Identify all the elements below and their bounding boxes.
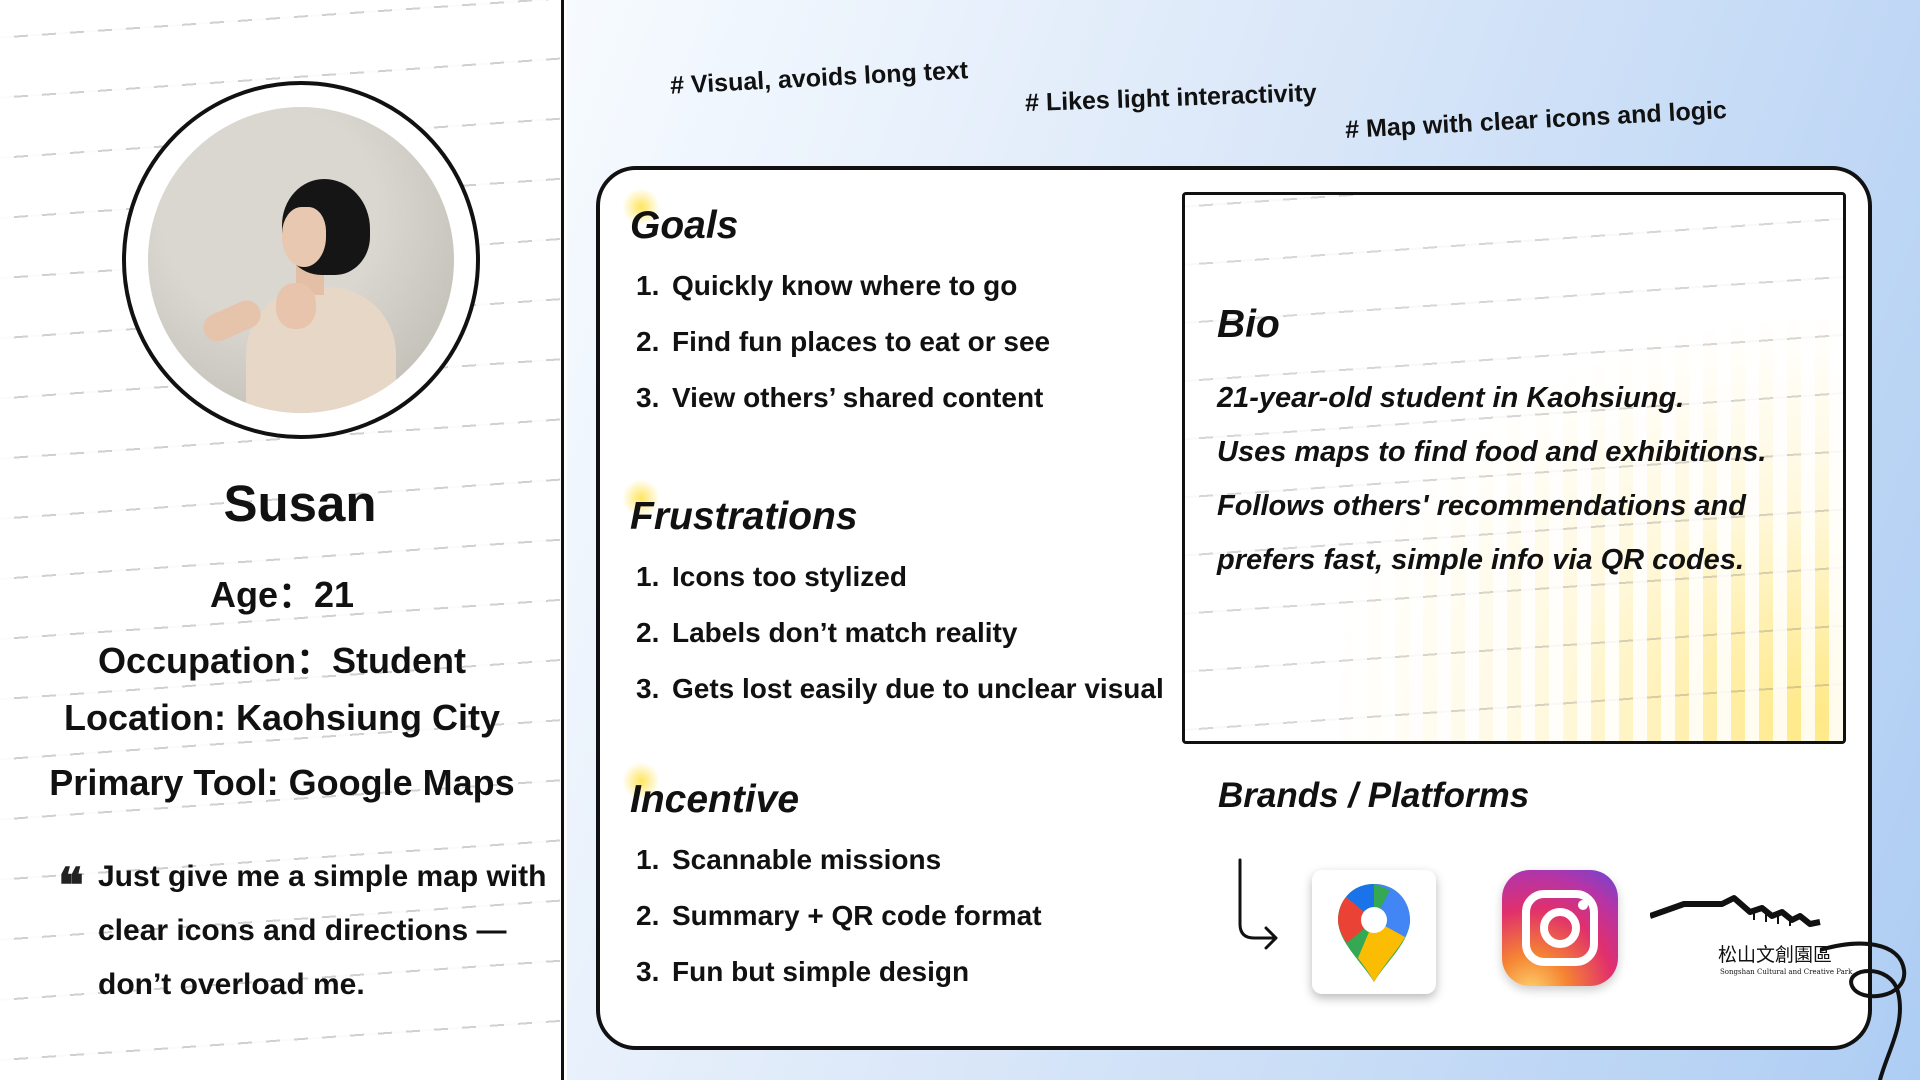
frustration-item: 2. Labels don’t match reality — [636, 617, 1018, 648]
persona-age: Age：21 — [209, 574, 355, 615]
profile-panel: Susan Age：21 Occupation：Student Location… — [0, 0, 564, 1080]
frustration-item: 1. Icons too stylized — [636, 561, 907, 592]
brands-title: Brands / Platforms — [1218, 776, 1530, 815]
persona-location: Location: Kaohsiung City — [64, 697, 500, 738]
bio-title: Bio — [1217, 303, 1280, 346]
bio-line: prefers fast, simple info via QR codes. — [1217, 544, 1744, 576]
bio-text: 21-year-old student in Kaohsiung. Uses m… — [1217, 371, 1837, 587]
avatar-frame — [122, 81, 480, 439]
incentive-section: Incentive 1. Scannable missions 2. Summary… — [622, 762, 1042, 1000]
goal-item: 2. Find fun places to eat or see — [636, 326, 1051, 357]
goals-title: Goals — [630, 204, 739, 247]
incentive-title: Incentive — [630, 778, 800, 821]
bio-line: 21-year-old student in Kaohsiung. — [1217, 382, 1685, 414]
frustrations-section: Frustrations 1. Icons too stylized 2. Labe… — [622, 479, 1164, 717]
persona-card: Goals 1. Quickly know where to go 2. Find … — [596, 166, 1872, 1050]
bio-box: Bio 21-year-old student in Kaohsiung. Us… — [1182, 192, 1846, 744]
incentive-item: 2. Summary + QR code format — [636, 900, 1042, 931]
frustrations-title: Frustrations — [630, 495, 858, 538]
quote-icon: ❝ — [58, 858, 84, 914]
persona-primary-tool: Primary Tool: Google Maps — [49, 762, 515, 803]
goal-item: 1. Quickly know where to go — [636, 270, 1018, 301]
arrow-down-right-icon — [1238, 858, 1278, 950]
songshan-park-logo: 松山文創園區 Songshan Cultural and Creative Pa… — [1649, 894, 1852, 994]
persona-occupation: Occupation：Student — [98, 640, 466, 681]
avatar — [148, 107, 454, 413]
bio-line: Follows others' recommendations and — [1217, 490, 1746, 522]
bio-line: Uses maps to find food and exhibitions. — [1217, 436, 1767, 468]
persona-quote: Just give me a simple map with clear ico… — [98, 860, 547, 1001]
google-maps-icon — [1312, 870, 1436, 994]
persona-name: Susan — [223, 475, 377, 532]
decorative-squiggle — [1820, 941, 1907, 1080]
incentive-item: 1. Scannable missions — [636, 844, 942, 875]
goals-section: Goals 1. Quickly know where to go 2. Find … — [622, 188, 1051, 426]
goal-item: 3. View others’ shared content — [636, 382, 1044, 413]
frustration-item: 3. Gets lost easily due to unclear visual — [636, 673, 1164, 704]
incentive-item: 3. Fun but simple design — [636, 956, 970, 987]
instagram-icon — [1502, 870, 1618, 986]
